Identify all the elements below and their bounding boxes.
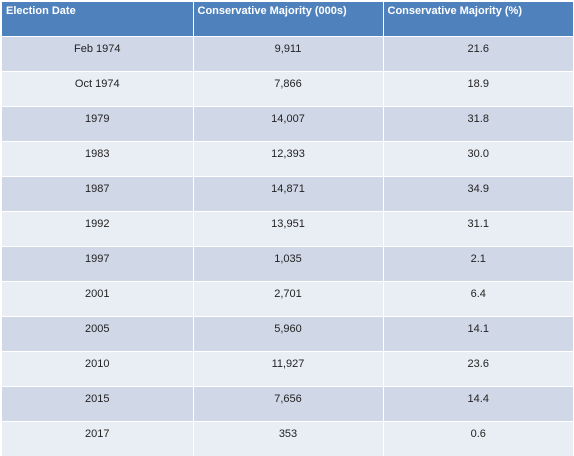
cell-election-date: 2017 (2, 420, 194, 456)
header-majority-thousands: Conservative Majority (000s) (193, 2, 384, 36)
table-row: 1983 12,393 30.0 (2, 140, 573, 176)
cell-election-date: Oct 1974 (2, 70, 194, 106)
table-row: 2017 353 0.6 (2, 420, 573, 456)
cell-majority-percent: 23.6 (383, 350, 573, 386)
cell-election-date: 2001 (2, 280, 194, 316)
cell-majority-percent: 31.1 (383, 210, 573, 246)
cell-election-date: Feb 1974 (2, 35, 194, 71)
cell-election-date: 1997 (2, 245, 194, 281)
cell-majority-percent: 6.4 (383, 280, 573, 316)
cell-majority-thousands: 9,911 (193, 35, 384, 71)
cell-majority-thousands: 14,871 (193, 175, 384, 211)
cell-majority-percent: 18.9 (383, 70, 573, 106)
cell-majority-thousands: 353 (193, 420, 384, 456)
table-row: 1997 1,035 2.1 (2, 245, 573, 281)
cell-majority-thousands: 13,951 (193, 210, 384, 246)
cell-majority-thousands: 5,960 (193, 315, 384, 351)
cell-majority-thousands: 1,035 (193, 245, 384, 281)
cell-majority-percent: 34.9 (383, 175, 573, 211)
cell-majority-percent: 14.4 (383, 385, 573, 421)
table-row: 2015 7,656 14.4 (2, 385, 573, 421)
cell-majority-percent: 31.8 (383, 105, 573, 141)
table-body: Feb 1974 9,911 21.6 Oct 1974 7,866 18.9 … (2, 35, 573, 456)
cell-majority-percent: 0.6 (383, 420, 573, 456)
table-row: 1979 14,007 31.8 (2, 105, 573, 141)
cell-majority-thousands: 7,866 (193, 70, 384, 106)
cell-election-date: 1992 (2, 210, 194, 246)
cell-election-date: 2015 (2, 385, 194, 421)
cell-election-date: 1987 (2, 175, 194, 211)
table-row: 2001 2,701 6.4 (2, 280, 573, 316)
cell-majority-thousands: 2,701 (193, 280, 384, 316)
table-row: Oct 1974 7,866 18.9 (2, 70, 573, 106)
cell-majority-percent: 2.1 (383, 245, 573, 281)
table-row: 2010 11,927 23.6 (2, 350, 573, 386)
cell-election-date: 1983 (2, 140, 194, 176)
cell-majority-percent: 14.1 (383, 315, 573, 351)
cell-election-date: 2005 (2, 315, 194, 351)
table-row: 2005 5,960 14.1 (2, 315, 573, 351)
cell-majority-percent: 21.6 (383, 35, 573, 71)
cell-election-date: 1979 (2, 105, 194, 141)
cell-majority-thousands: 12,393 (193, 140, 384, 176)
cell-election-date: 2010 (2, 350, 194, 386)
cell-majority-percent: 30.0 (383, 140, 573, 176)
header-row: Election Date Conservative Majority (000… (2, 2, 573, 36)
cell-majority-thousands: 11,927 (193, 350, 384, 386)
header-election-date: Election Date (2, 2, 194, 36)
table-row: Feb 1974 9,911 21.6 (2, 35, 573, 71)
header-majority-percent: Conservative Majority (%) (383, 2, 573, 36)
table-row: 1987 14,871 34.9 (2, 175, 573, 211)
cell-majority-thousands: 14,007 (193, 105, 384, 141)
table-row: 1992 13,951 31.1 (2, 210, 573, 246)
cell-majority-thousands: 7,656 (193, 385, 384, 421)
